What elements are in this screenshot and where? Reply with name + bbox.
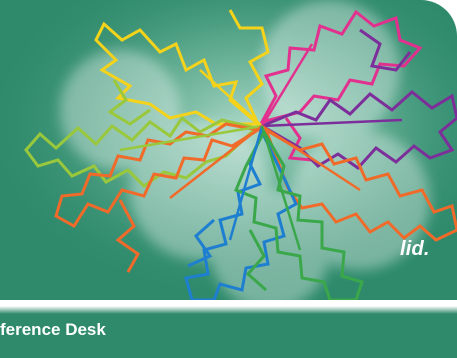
- banner-divider: [0, 300, 457, 306]
- magenta-flake: [259, 9, 423, 125]
- footer-shine: [0, 306, 457, 314]
- lime-flake: [24, 115, 260, 188]
- reference-desk-link[interactable]: ference Desk: [0, 320, 106, 339]
- footer-bar: ference Desk: [0, 306, 457, 358]
- banner-tagline: lid.: [400, 238, 430, 260]
- hero-banner: lid.: [0, 0, 457, 300]
- green-flake: [234, 128, 364, 300]
- yellow-flake: [94, 21, 263, 126]
- orange-flake-right: [263, 126, 457, 242]
- snowflake-artwork: [0, 0, 457, 300]
- orange-flake-left: [54, 122, 263, 228]
